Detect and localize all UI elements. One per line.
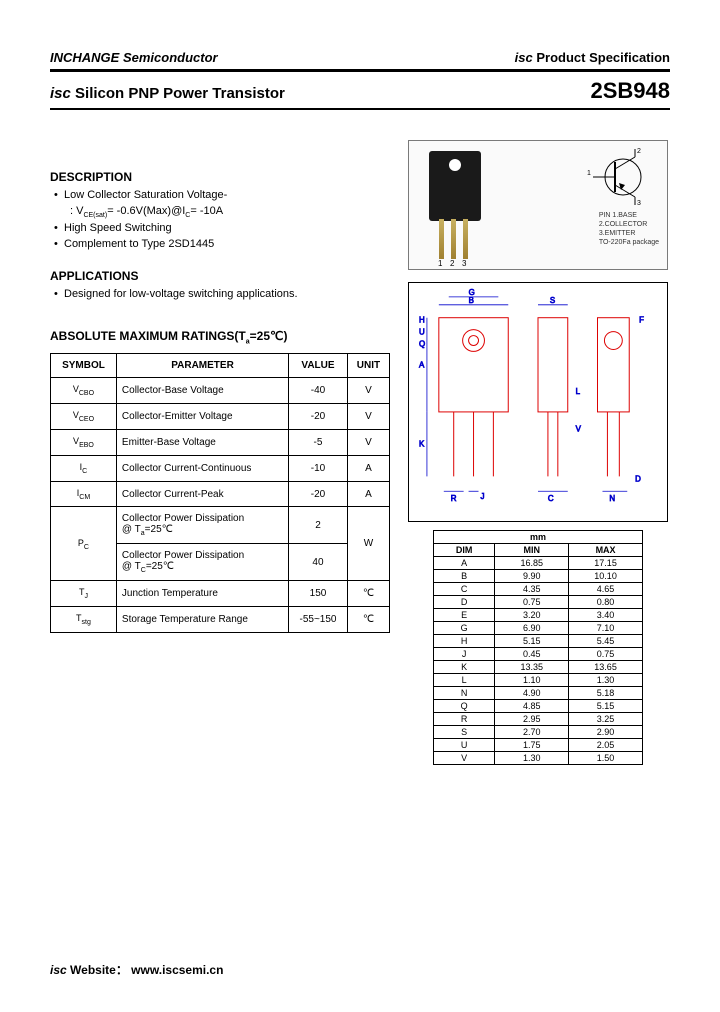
lead-icon [451, 219, 456, 259]
applications-list: Designed for low-voltage switching appli… [50, 287, 390, 303]
table-row: J0.450.75 [434, 648, 643, 661]
applications-heading: APPLICATIONS [50, 269, 390, 283]
table-header-row: SYMBOL PARAMETER VALUE UNIT [51, 354, 390, 378]
table-row: PC Collector Power Dissipation@ Ta=25℃ 2… [51, 507, 390, 544]
table-row: ICCollector Current-Continuous-10A [51, 455, 390, 481]
svg-text:C: C [548, 494, 554, 503]
svg-text:D: D [635, 474, 641, 483]
table-row: E3.203.40 [434, 609, 643, 622]
mechanical-svg: B G A K H U Q S F R J C L V N [409, 283, 667, 521]
app-item: Designed for low-voltage switching appli… [64, 287, 390, 303]
table-row: B9.9010.10 [434, 570, 643, 583]
svg-text:G: G [469, 288, 475, 297]
table-row: D0.750.80 [434, 596, 643, 609]
company-name: INCHANGE Semiconductor [50, 50, 218, 65]
table-row: S2.702.90 [434, 726, 643, 739]
col-parameter: PARAMETER [116, 354, 288, 378]
package-photo-box: 1 2 3 1 2 3 PIN 1.BASE [408, 140, 668, 270]
table-row: Q4.855.15 [434, 700, 643, 713]
table-row: U1.752.05 [434, 739, 643, 752]
website-url: www.iscsemi.cn [131, 963, 223, 977]
table-row: VCEOCollector-Emitter Voltage-20V [51, 404, 390, 430]
part-number: 2SB948 [590, 78, 670, 104]
description-list: Low Collector Saturation Voltage- : VCE(… [50, 188, 390, 253]
rule [50, 108, 670, 110]
table-row: N4.905.18 [434, 687, 643, 700]
spec-label: isc Product Specification [515, 50, 670, 65]
table-header-row: DIM MIN MAX [434, 544, 643, 557]
desc-item: Complement to Type 2SD1445 [64, 237, 390, 253]
rule [50, 69, 670, 72]
title-row: isc Silicon PNP Power Transistor 2SB948 [50, 78, 670, 104]
svg-text:L: L [576, 387, 581, 396]
svg-text:U: U [419, 328, 425, 337]
ratings-table: SYMBOL PARAMETER VALUE UNIT VCBOCollecto… [50, 353, 390, 633]
mount-hole-icon [449, 159, 461, 171]
lead-icon [463, 219, 468, 259]
dimensions-table: mm DIM MIN MAX A16.8517.15B9.9010.10C4.3… [433, 530, 643, 765]
left-column: DESCRIPTION Low Collector Saturation Vol… [50, 140, 390, 765]
svg-text:Q: Q [419, 339, 425, 348]
mechanical-drawing: B G A K H U Q S F R J C L V N [408, 282, 668, 522]
desc-subitem: : VCE(sat)= -0.6V(Max)@IC= -10A [64, 204, 390, 221]
svg-text:1: 1 [587, 170, 591, 177]
lead-icon [439, 219, 444, 259]
desc-item: Low Collector Saturation Voltage- [64, 188, 390, 204]
svg-text:3: 3 [637, 200, 641, 207]
col-unit: UNIT [347, 354, 389, 378]
svg-text:S: S [550, 296, 555, 305]
table-row: V1.301.50 [434, 752, 643, 765]
table-row: K13.3513.65 [434, 661, 643, 674]
table-row: ICMCollector Current-Peak-20A [51, 481, 390, 507]
pin-number: 2 [450, 259, 454, 268]
product-title: isc Silicon PNP Power Transistor [50, 85, 285, 102]
svg-text:R: R [451, 494, 457, 503]
ratings-heading: ABSOLUTE MAXIMUM RATINGS(Ta=25℃) [50, 329, 390, 345]
description-heading: DESCRIPTION [50, 170, 390, 184]
table-row: VCBOCollector-Base Voltage-40V [51, 378, 390, 404]
desc-item: High Speed Switching [64, 221, 390, 237]
svg-text:N: N [609, 494, 615, 503]
svg-text:A: A [419, 360, 425, 369]
svg-text:H: H [419, 316, 425, 325]
table-row: L1.101.30 [434, 674, 643, 687]
table-row: C4.354.65 [434, 583, 643, 596]
col-value: VALUE [289, 354, 348, 378]
dim-header-mm: mm [434, 531, 643, 544]
pin-legend: PIN 1.BASE 2.COLLECTOR 3.EMITTER TO-220F… [599, 211, 659, 247]
right-column: 1 2 3 1 2 3 PIN 1.BASE [408, 140, 668, 765]
body-columns: DESCRIPTION Low Collector Saturation Vol… [50, 140, 670, 765]
transistor-symbol-icon: 1 2 3 [585, 147, 655, 207]
table-row: TstgStorage Temperature Range-55~150℃ [51, 607, 390, 633]
svg-text:K: K [419, 440, 425, 449]
svg-text:2: 2 [637, 148, 641, 155]
table-row: TJJunction Temperature150℃ [51, 581, 390, 607]
table-row: A16.8517.15 [434, 557, 643, 570]
table-row: R2.953.25 [434, 713, 643, 726]
svg-text:F: F [639, 316, 644, 325]
table-row: H5.155.45 [434, 635, 643, 648]
pin-number: 3 [462, 259, 466, 268]
table-row: G6.907.10 [434, 622, 643, 635]
datasheet-page: INCHANGE Semiconductor isc Product Speci… [0, 0, 720, 1012]
page-header: INCHANGE Semiconductor isc Product Speci… [50, 50, 670, 65]
footer: isc Website： www.iscsemi.cn [50, 961, 223, 978]
pin-number: 1 [438, 259, 442, 268]
svg-text:V: V [576, 425, 582, 434]
table-row: VEBOEmitter-Base Voltage-5V [51, 430, 390, 456]
svg-text:J: J [480, 492, 484, 501]
col-symbol: SYMBOL [51, 354, 117, 378]
